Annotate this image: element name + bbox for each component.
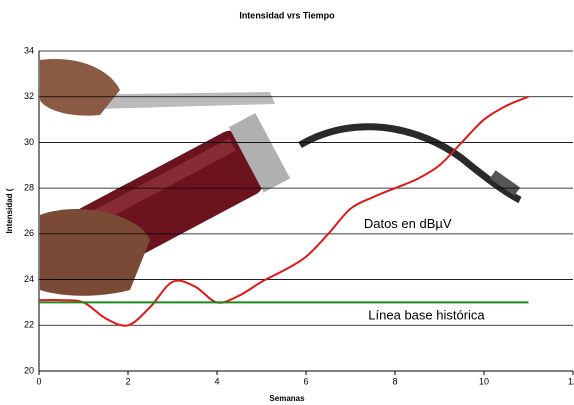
x-tick-label: 2 — [125, 376, 130, 386]
background-photo — [40, 59, 520, 296]
x-tick-label: 6 — [303, 376, 308, 386]
x-tick-label: 12 — [568, 376, 574, 386]
x-tick-label: 4 — [214, 376, 219, 386]
y-tick-label: 24 — [24, 274, 34, 284]
y-tick-label: 28 — [24, 183, 34, 193]
chart: Intensidad vrs Tiempo Semanas Intensidad… — [0, 0, 574, 405]
y-tick-label: 32 — [24, 91, 34, 101]
x-tick-label: 8 — [392, 376, 397, 386]
x-tick-label: 0 — [36, 376, 41, 386]
y-tick-label: 34 — [24, 45, 34, 55]
y-tick-label: 26 — [24, 228, 34, 238]
annotation: Línea base histórica — [368, 308, 485, 323]
x-tick-label: 10 — [479, 376, 489, 386]
annotation: Datos en dBµV — [364, 216, 452, 231]
y-tick-label: 30 — [24, 137, 34, 147]
chart-title: Intensidad vrs Tiempo — [239, 10, 335, 20]
y-axis-label: Intensidad ( — [5, 188, 14, 233]
y-tick-label: 20 — [24, 365, 34, 375]
x-axis-label: Semanas — [269, 394, 305, 403]
y-tick-label: 22 — [24, 320, 34, 330]
